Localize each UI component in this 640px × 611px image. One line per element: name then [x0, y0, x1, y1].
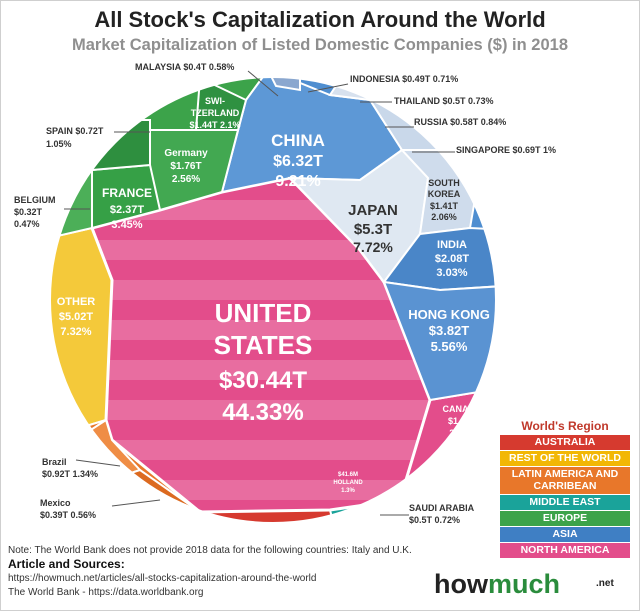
share-india: 3.03% — [436, 267, 467, 279]
leader-brazil — [75, 459, 121, 467]
leader-malaysia — [247, 70, 279, 97]
callout-thailand: THAILAND $0.5T 0.73% — [394, 96, 494, 106]
label-canada: CANADA — [443, 404, 482, 414]
legend-item-asia: ASIA — [500, 527, 630, 542]
label-holland: HOLLAND — [333, 480, 363, 486]
label-germany: Germany — [164, 148, 208, 159]
share-holland: 1.3% — [341, 488, 355, 494]
value-france: $2.37T — [110, 204, 145, 216]
source-link-article[interactable]: https://howmuch.net/articles/all-stocks-… — [8, 573, 317, 584]
legend-item-europe: EUROPE — [500, 511, 630, 526]
label-china: CHINA — [271, 131, 325, 150]
legend-item-north-america: NORTH AMERICA — [500, 543, 630, 558]
legend-title: World's Region — [521, 419, 609, 433]
label-us-1: UNITED — [215, 298, 312, 328]
value-japan: $5.3T — [354, 221, 392, 238]
label-swiss-2: TZERLAND — [191, 108, 240, 118]
leader-mexico — [111, 499, 161, 507]
share-france: 3.45% — [111, 219, 142, 231]
label-japan: JAPAN — [348, 202, 398, 219]
share-other: 7.32% — [60, 326, 91, 338]
leader-indonesia — [307, 83, 349, 93]
cell-malaysia — [266, 76, 301, 92]
callout-indonesia: INDONESIA $0.49T 0.71% — [350, 74, 458, 84]
callout-mexico-1: Mexico — [40, 498, 71, 508]
inner-labels: CHINA $6.32T 9.21% JAPAN $5.3T 7.72% SOU… — [57, 96, 490, 532]
legend-item-latin-america: LATIN AMERICA AND CARRIBEAN — [500, 467, 630, 494]
logo-much: much — [488, 569, 561, 599]
callout-spain-2: 1.05% — [46, 139, 72, 149]
share-canada: 2.82% — [449, 428, 475, 438]
callout-saudi-1: SAUDI ARABIA — [409, 503, 475, 513]
value-india: $2.08T — [435, 253, 470, 265]
footnote: Note: The World Bank does not provide 20… — [8, 545, 412, 556]
logo-net: .net — [596, 578, 614, 589]
value-hong-kong: $3.82T — [429, 323, 470, 338]
callout-singapore: SINGAPORE $0.69T 1% — [456, 145, 556, 155]
source-link-worldbank[interactable]: The World Bank - https://data.worldbank.… — [8, 587, 204, 598]
value-canada: $1.94T — [448, 416, 477, 426]
value-holland: $41.6M — [338, 472, 358, 478]
label-hong-kong: HONG KONG — [408, 307, 490, 322]
label-korea-2: KOREA — [428, 189, 461, 199]
share-china: 9.21% — [275, 173, 320, 190]
chart-outline — [47, 74, 499, 526]
legend-item-rest-of-world: REST OF THE WORLD — [500, 451, 630, 466]
value-other: $5.02T — [59, 311, 94, 323]
label-australia-inner: AUSTRALIA $1.26T 1.84% — [208, 522, 318, 532]
sources-heading: Article and Sources: — [8, 557, 125, 571]
label-swiss-1: SWI- — [205, 96, 225, 106]
logo-how: how — [434, 569, 488, 599]
callout-belgium-1: BELGIUM — [14, 195, 56, 205]
share-hong-kong: 5.56% — [431, 339, 468, 354]
callout-malaysia: MALAYSIA $0.4T 0.58% — [135, 62, 234, 72]
label-us-2: STATES — [214, 330, 313, 360]
callout-lines — [64, 70, 455, 516]
legend-item-middle-east: MIDDLE EAST — [500, 495, 630, 510]
share-korea: 2.06% — [431, 212, 457, 222]
callout-brazil-1: Brazil — [42, 457, 67, 467]
callout-russia: RUSSIA $0.58T 0.84% — [414, 117, 506, 127]
callout-belgium-3: 0.47% — [14, 219, 40, 229]
value-china: $6.32T — [273, 153, 323, 170]
value-germany: $1.76T — [170, 161, 201, 172]
callout-texts: MALAYSIA $0.4T 0.58% INDONESIA $0.49T 0.… — [14, 62, 556, 525]
chart-subtitle: Market Capitalization of Listed Domestic… — [71, 36, 569, 54]
us-flag-stripes — [92, 178, 430, 512]
share-germany: 2.56% — [172, 174, 200, 185]
legend-item-australia: AUSTRALIA — [500, 435, 630, 450]
callout-brazil-2: $0.92T 1.34% — [42, 469, 98, 479]
value-us: $30.44T — [219, 367, 307, 394]
share-japan: 7.72% — [353, 239, 393, 255]
callout-belgium-2: $0.32T — [14, 207, 43, 217]
callout-saudi-2: $0.5T 0.72% — [409, 515, 460, 525]
label-korea-1: SOUTH — [428, 178, 460, 188]
callout-spain-1: SPAIN $0.72T — [46, 126, 104, 136]
share-us: 44.33% — [222, 399, 303, 426]
value-korea: $1.41T — [430, 201, 459, 211]
howmuch-logo: howmuch — [434, 569, 560, 600]
callout-mexico-2: $0.39T 0.56% — [40, 510, 96, 520]
label-france: FRANCE — [102, 186, 152, 200]
label-india: INDIA — [437, 239, 467, 251]
chart-title: All Stock's Capitalization Around the Wo… — [94, 7, 546, 32]
legend: World's Region AUSTRALIA REST OF THE WOR… — [500, 419, 630, 559]
label-other: OTHER — [57, 296, 96, 308]
value-swiss: $1.44T 2.1% — [189, 120, 240, 130]
